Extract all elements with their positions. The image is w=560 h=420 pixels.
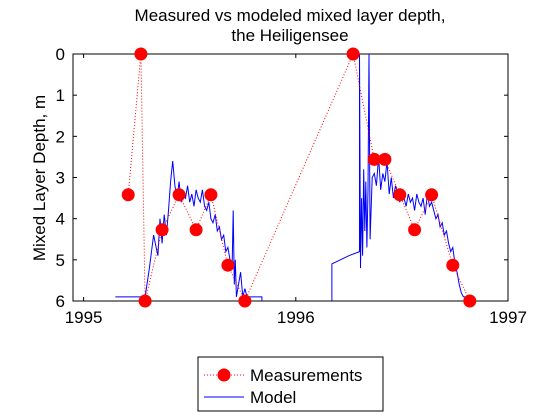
y-tick-label: 2 [56,127,65,146]
measurement-point [408,223,422,237]
y-tick-label: 0 [56,45,65,64]
measurement-point [378,152,392,166]
y-tick-label: 4 [56,210,65,229]
y-tick-label: 5 [56,251,65,270]
legend: Measurements Model [197,356,384,412]
legend-model-label: Model [250,388,296,407]
measurement-point [238,294,252,308]
x-tick-label: 1997 [489,308,527,327]
legend-measurements-label: Measurements [250,366,362,385]
measurement-point [172,188,186,202]
legend-box [197,356,384,412]
y-tick-label: 1 [56,86,65,105]
x-tick-label: 1995 [65,308,103,327]
legend-measurements-marker [217,368,231,382]
chart-title-line-2: the Heiligensee [231,26,348,45]
measurement-point [425,188,439,202]
y-tick-label: 3 [56,169,65,188]
y-tick-label: 6 [56,292,65,311]
measurement-point [189,223,203,237]
measurement-point [134,47,148,61]
measurement-point [221,258,235,272]
series-layer [115,47,477,308]
measurement-point [446,258,460,272]
measurement-point [155,223,169,237]
measurement-point [138,294,152,308]
measurement-point [463,294,477,308]
x-tick-label: 1996 [277,308,315,327]
chart-title-line-1: Measured vs modeled mixed layer depth, [135,6,446,25]
measurement-point [346,47,360,61]
measurement-point [121,188,135,202]
y-axis-label: Mixed Layer Depth, m [30,95,49,261]
measurement-point [393,188,407,202]
measurement-point [204,188,218,202]
